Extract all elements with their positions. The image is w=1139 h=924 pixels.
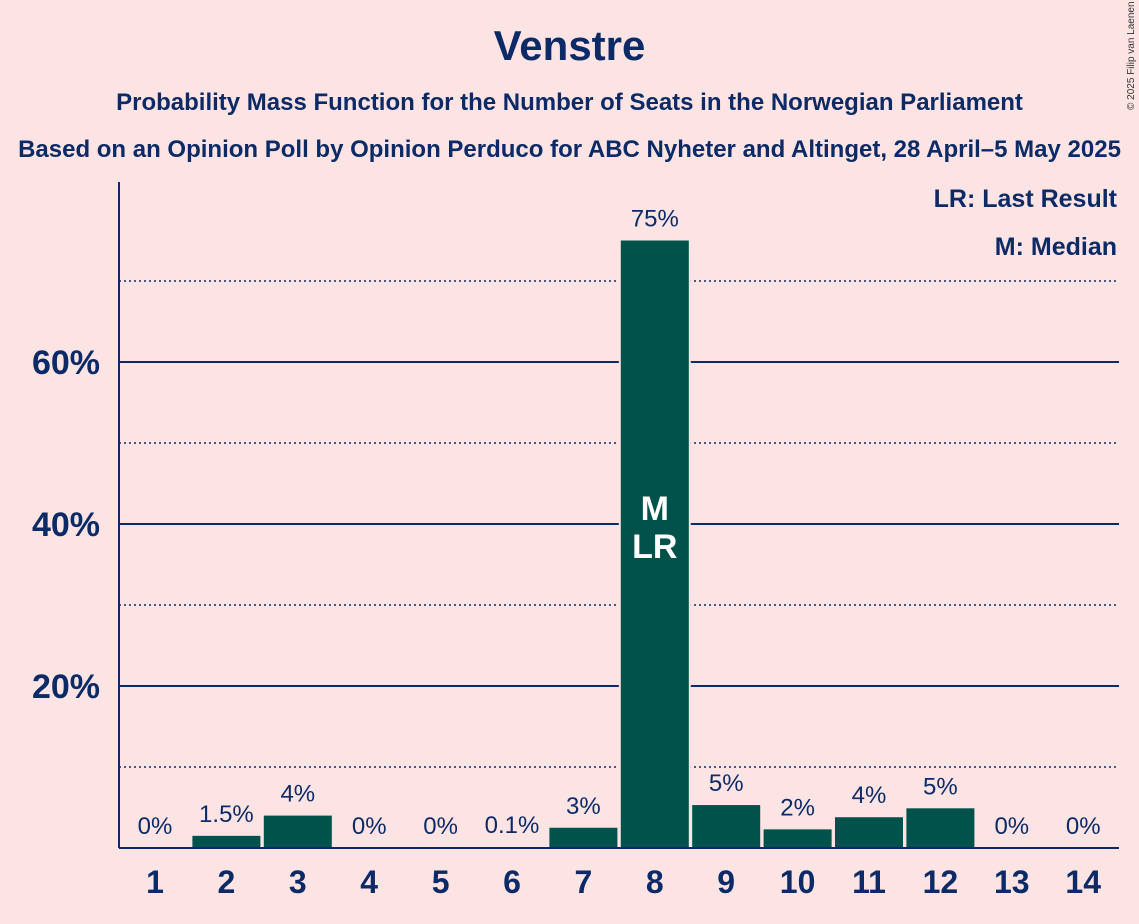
x-tick-label: 4 [360,864,378,900]
chart-source-subtitle: Based on an Opinion Poll by Opinion Perd… [18,136,1121,163]
median-marker: M [641,490,669,528]
bar-data-label: 4% [280,781,315,808]
legend-last-result: LR: Last Result [933,185,1117,213]
bar-data-label: 3% [566,793,601,820]
legend-median: M: Median [994,233,1117,261]
bar-data-label: 0% [423,813,458,840]
last-result-marker: LR [632,528,677,566]
bar-halo [476,845,548,848]
x-tick-label: 8 [646,864,664,900]
y-tick-label: 60% [32,344,100,382]
bar-data-label: 5% [709,770,744,797]
bar [192,835,261,848]
bar-data-label: 2% [780,794,815,821]
bar-data-label: 0% [138,813,173,840]
x-tick-label: 3 [289,864,307,900]
x-tick-label: 2 [218,864,236,900]
x-tick-label: 13 [994,864,1030,900]
bar-data-label: 0% [994,813,1029,840]
x-tick-label: 6 [503,864,521,900]
x-tick-label: 7 [575,864,593,900]
y-tick-label: 40% [32,506,100,544]
bar [549,827,618,848]
chart-title: Venstre [493,22,646,69]
bar-data-label: 0% [352,813,387,840]
chart-subtitle: Probability Mass Function for the Number… [116,89,1023,116]
x-tick-label: 12 [923,864,959,900]
bar-data-label: 1.5% [199,801,254,828]
bar [835,817,903,848]
x-tick-label: 10 [780,864,816,900]
x-tick-label: 9 [717,864,735,900]
bar [263,815,332,848]
bar-data-label: 0% [1066,813,1101,840]
bar [620,240,689,848]
bar [763,829,832,848]
bar [692,805,761,848]
bar-data-label: 4% [852,782,887,809]
bar [906,808,975,848]
x-tick-label: 5 [432,864,450,900]
bar-data-label: 5% [923,773,958,800]
bar-data-label: 75% [631,206,679,233]
x-tick-label: 1 [146,864,164,900]
x-tick-label: 14 [1065,864,1101,900]
x-tick-label: 11 [852,864,886,900]
bar-data-label: 0.1% [485,812,540,839]
y-tick-label: 20% [32,668,100,706]
